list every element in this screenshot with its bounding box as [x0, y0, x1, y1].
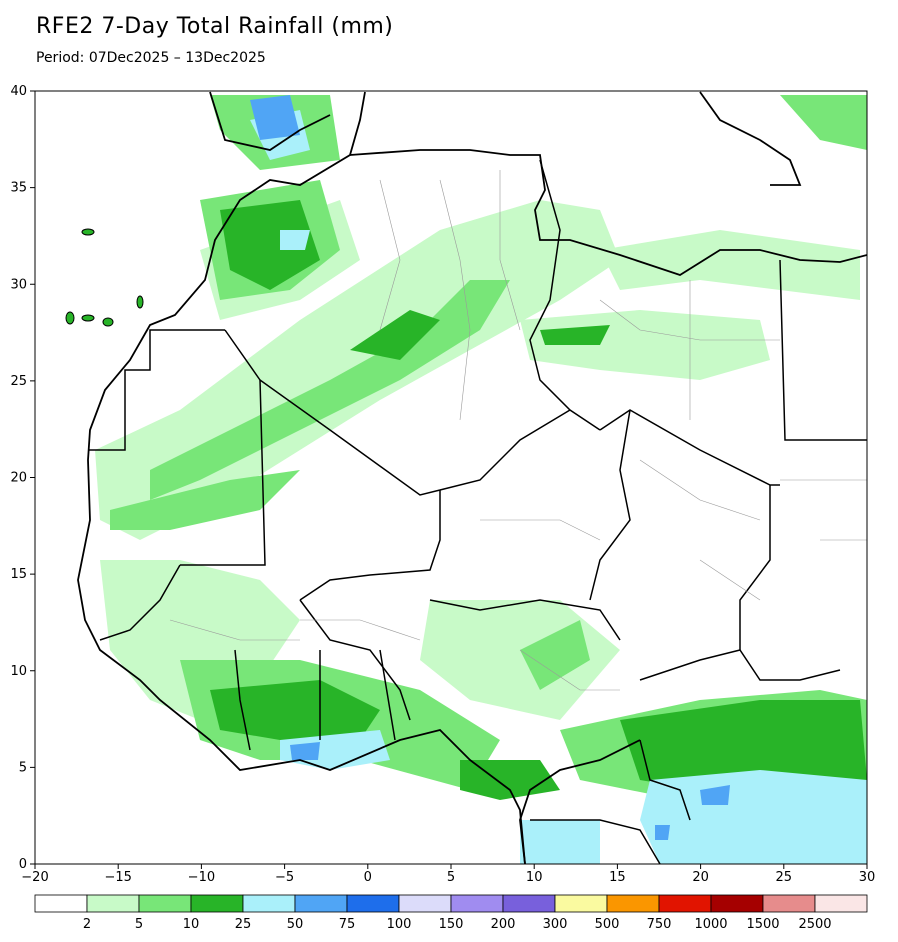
- y-tick-label: 5: [19, 760, 27, 775]
- colorbar-label: 750: [647, 917, 672, 932]
- colorbar-label: 5: [135, 917, 143, 932]
- x-tick-label: 20: [692, 870, 709, 885]
- colorbar-swatch: [606, 894, 660, 913]
- x-axis: −20 −15 −10 −5 0 5 10 15 20 25 30: [21, 864, 875, 885]
- colorbar-swatch: [86, 894, 140, 913]
- x-tick-label: −5: [275, 870, 294, 885]
- x-tick-label: 25: [776, 870, 793, 885]
- colorbar-label: 500: [595, 917, 620, 932]
- y-tick-label: 20: [10, 471, 27, 486]
- y-tick-label: 0: [19, 857, 27, 872]
- colorbar-label: 50: [287, 917, 304, 932]
- colorbar-swatch: [502, 894, 556, 913]
- colorbar-swatch: [710, 894, 764, 913]
- x-tick-label: 30: [859, 870, 876, 885]
- colorbar-swatch: [138, 894, 192, 913]
- map-subtitle: Period: 07Dec2025 – 13Dec2025: [36, 50, 266, 66]
- colorbar-swatch: [190, 894, 244, 913]
- madeira-islands: [81, 228, 95, 236]
- colorbar-label: 2500: [798, 917, 831, 932]
- colorbar-label: 300: [543, 917, 568, 932]
- y-tick-label: 10: [10, 664, 27, 679]
- colorbar-label: 1500: [746, 917, 779, 932]
- colorbar-label: 200: [491, 917, 516, 932]
- coastline: [77, 91, 867, 864]
- colorbar-label: 10: [183, 917, 200, 932]
- y-tick-label: 15: [10, 567, 27, 582]
- x-tick-label: −15: [104, 870, 131, 885]
- x-tick-label: 10: [526, 870, 543, 885]
- y-tick-label: 35: [10, 181, 27, 196]
- admin-boundaries: [169, 170, 867, 691]
- canary-islands: [65, 295, 144, 327]
- x-tick-label: 5: [447, 870, 455, 885]
- colorbar-label: 100: [387, 917, 412, 932]
- country-borders: [88, 159, 867, 864]
- y-axis: 0 5 10 15 20 25 30 35 40: [10, 84, 35, 872]
- colorbar-swatch: [762, 894, 816, 913]
- colorbar-swatch: [346, 894, 400, 913]
- colorbar-swatch: [658, 894, 712, 913]
- x-tick-label: −10: [188, 870, 215, 885]
- x-tick-label: −20: [21, 870, 48, 885]
- y-tick-label: 30: [10, 277, 27, 292]
- colorbar-label: 1000: [694, 917, 727, 932]
- x-tick-label: 15: [609, 870, 626, 885]
- colorbar-swatch: [554, 894, 608, 913]
- colorbar: 2 5 10 25 50 75 100 150 200 300 500 750 1000 1500 2500: [34, 894, 868, 932]
- colorbar-swatch: [294, 894, 348, 913]
- map-title: RFE2 7-Day Total Rainfall (mm): [36, 14, 394, 39]
- y-tick-label: 40: [10, 84, 27, 99]
- colorbar-swatch: [398, 894, 452, 913]
- map-body: [35, 91, 867, 864]
- y-tick-label: 25: [10, 374, 27, 389]
- colorbar-label: 2: [83, 917, 91, 932]
- colorbar-label: 75: [339, 917, 356, 932]
- colorbar-label: 150: [439, 917, 464, 932]
- colorbar-swatch: [242, 894, 296, 913]
- colorbar-swatch: [34, 894, 88, 913]
- colorbar-swatch: [814, 894, 868, 913]
- rain-50-75mm: [250, 95, 730, 840]
- colorbar-label: 25: [235, 917, 252, 932]
- x-tick-label: 0: [364, 870, 372, 885]
- colorbar-swatch: [450, 894, 504, 913]
